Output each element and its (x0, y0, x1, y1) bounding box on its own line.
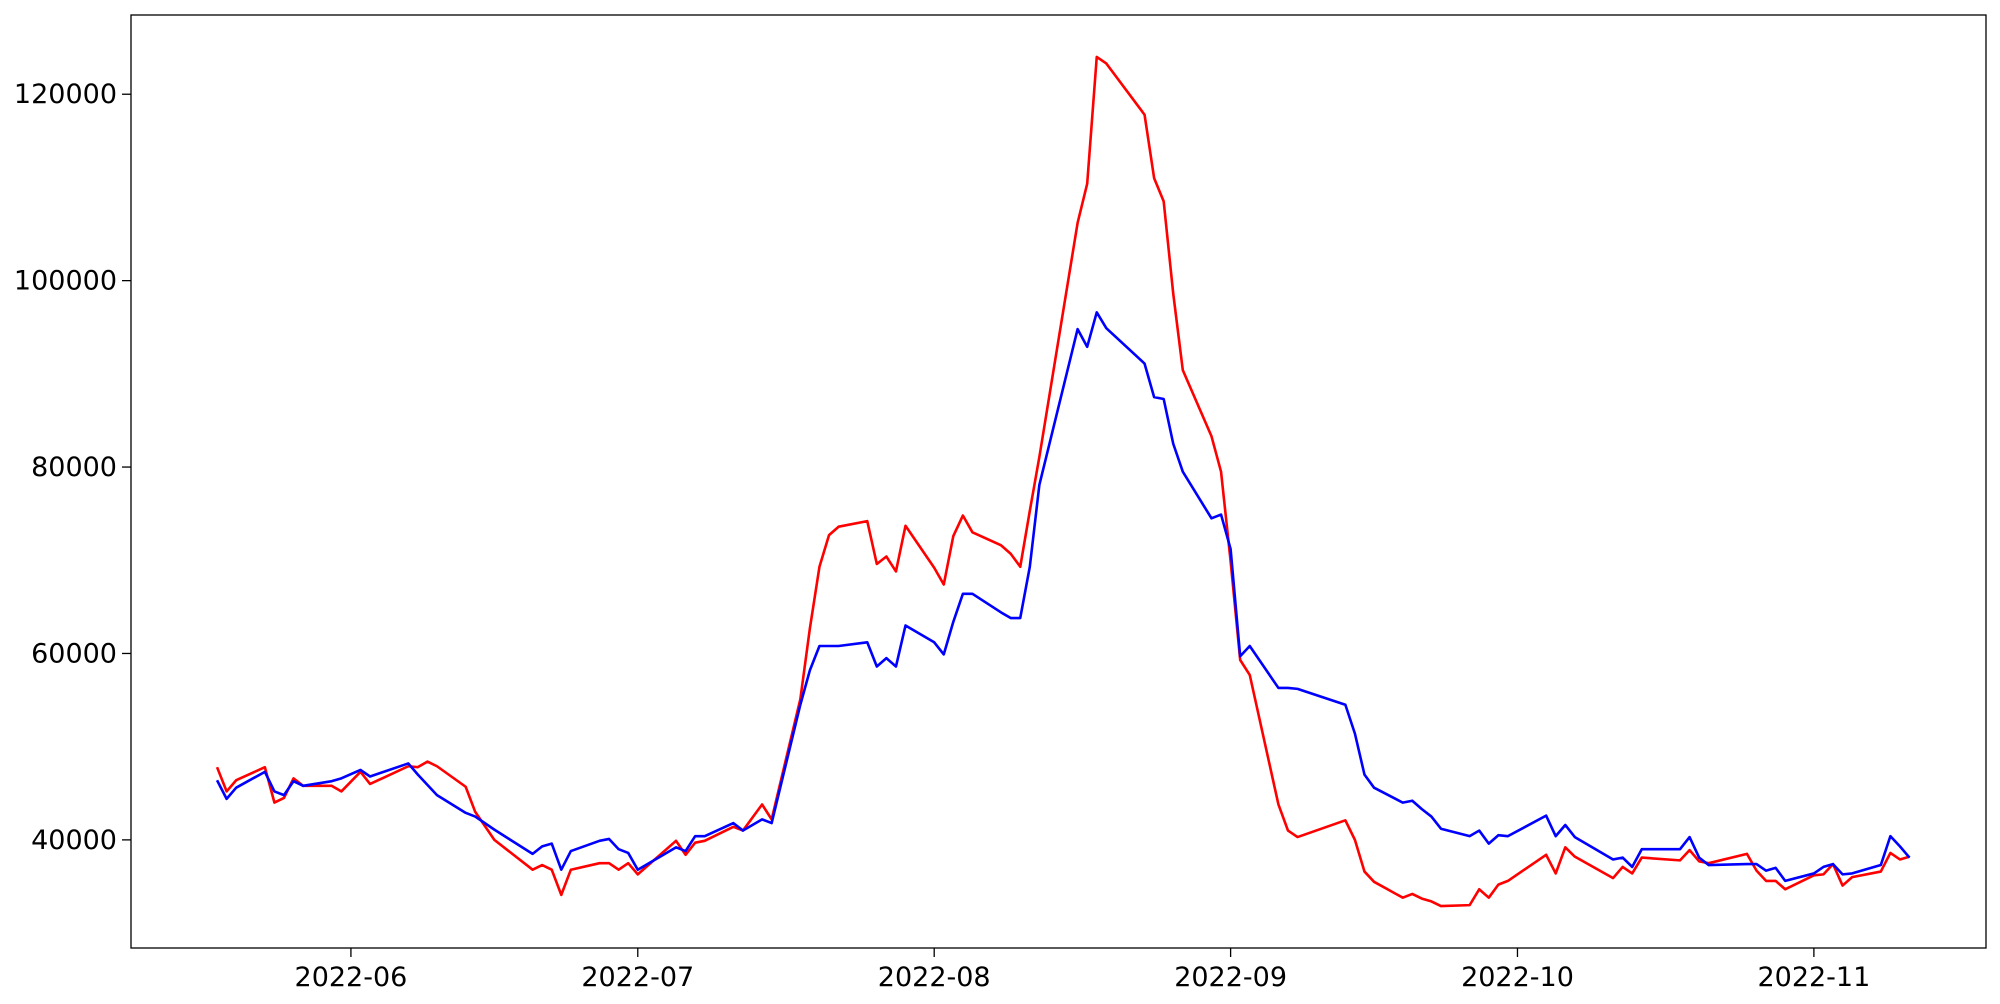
y-tick-label: 60000 (31, 638, 117, 669)
plot-frame (130, 14, 1987, 949)
y-tick-label: 120000 (14, 79, 117, 110)
x-tick-label: 2022-10 (1461, 962, 1574, 993)
y-tick-label: 100000 (14, 266, 117, 297)
x-tick-label: 2022-06 (295, 962, 408, 993)
x-tick-label: 2022-09 (1174, 962, 1287, 993)
y-tick-label: 40000 (31, 825, 117, 856)
data-line (215, 311, 1911, 883)
data-line (215, 55, 1910, 908)
x-tick-label: 2022-11 (1757, 962, 1870, 993)
y-tick-label: 80000 (31, 452, 117, 483)
x-tick-label: 2022-07 (581, 962, 694, 993)
x-tick-label: 2022-08 (878, 962, 991, 993)
